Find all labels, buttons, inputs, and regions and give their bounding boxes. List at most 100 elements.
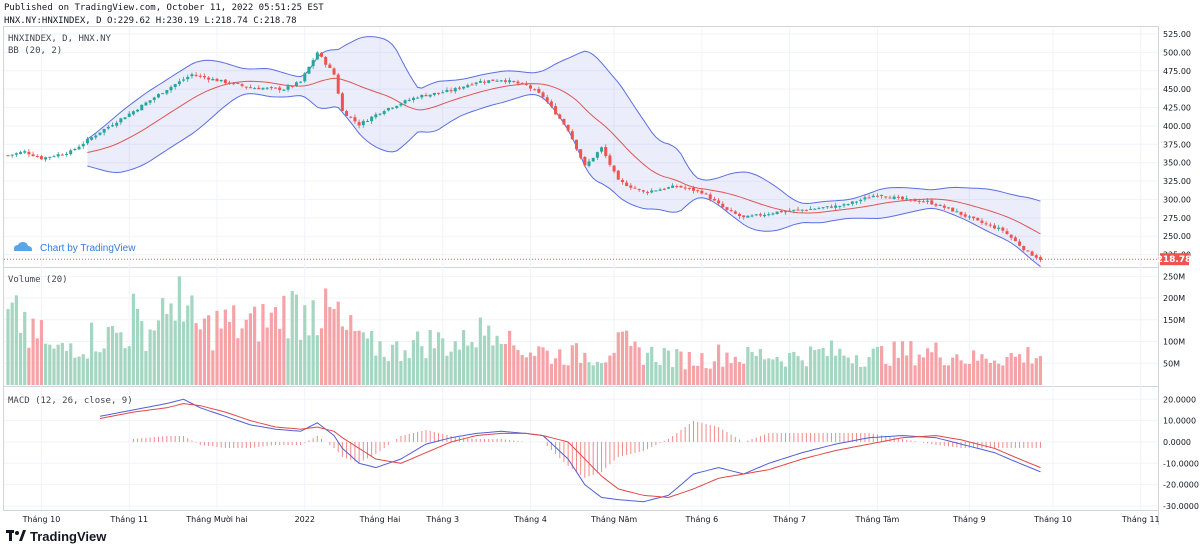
volume-bar <box>127 346 131 385</box>
candle-body <box>274 87 278 89</box>
volume-bar <box>482 335 487 385</box>
volume-bar <box>1017 354 1022 385</box>
candle-body <box>152 97 156 100</box>
candle-body <box>821 207 825 209</box>
candle-body <box>336 74 340 94</box>
volume-bar <box>240 328 244 385</box>
candle-body <box>119 118 123 123</box>
candle-body <box>503 80 507 82</box>
volume-bar <box>658 364 662 385</box>
volume-bar <box>357 330 361 385</box>
candle-body <box>391 107 395 109</box>
candle-body <box>115 122 119 126</box>
volume-bar <box>449 351 453 385</box>
candle-body <box>817 208 821 210</box>
volume-bar <box>762 359 767 385</box>
candle-body <box>679 185 683 188</box>
volume-bar <box>1026 347 1030 385</box>
candle-body <box>604 146 608 157</box>
candle-body <box>779 210 783 213</box>
candle-body <box>165 90 169 94</box>
time-tick-label: Tháng Mười hai <box>185 514 247 524</box>
time-tick-label: Tháng 4 <box>513 515 547 524</box>
volume-bar <box>988 362 992 385</box>
volume-bar <box>595 361 599 385</box>
candle-body <box>834 205 838 208</box>
volume-bar <box>955 354 959 385</box>
volume-bar <box>788 352 792 385</box>
candle-body <box>926 200 930 202</box>
volume-bar <box>842 355 846 385</box>
volume-bar <box>399 361 403 385</box>
time-tick-label: Tháng 6 <box>685 515 719 524</box>
candle-body <box>1009 234 1013 238</box>
macd-tick-label: -20.0000 <box>1163 481 1199 490</box>
volume-bar <box>913 365 917 385</box>
candle-body <box>825 206 829 208</box>
candle-body <box>850 201 854 204</box>
volume-bar <box>549 364 553 385</box>
volume-bar <box>733 356 737 385</box>
time-tick-label: Tháng Năm <box>590 515 637 524</box>
price-tick-label: 425.00 <box>1163 104 1191 113</box>
watermark[interactable]: Chart by TradingView <box>14 242 136 254</box>
candle-body <box>1038 257 1042 260</box>
volume-bar <box>541 347 545 385</box>
volume-bar <box>395 341 399 385</box>
volume-pane: 250M 200M 150M 100M 50M Volume (20) <box>4 272 1185 385</box>
volume-bar <box>90 322 94 385</box>
volume-tick-label: 250M <box>1163 272 1185 281</box>
candle-body <box>19 152 23 154</box>
candle-body <box>1034 255 1038 258</box>
volume-bar <box>599 363 604 385</box>
volume-bar <box>466 345 470 385</box>
volume-bar <box>445 355 449 385</box>
volume-bar <box>294 294 299 385</box>
candle-body <box>666 187 670 189</box>
candle-body <box>90 137 94 140</box>
candle-body <box>579 149 583 158</box>
volume-bar <box>792 351 796 385</box>
volume-bar <box>520 354 524 385</box>
volume-bar <box>420 346 424 385</box>
candle-body <box>984 223 988 225</box>
volume-bar <box>94 351 98 385</box>
tradingview-cloud-icon <box>14 242 32 251</box>
volume-bar <box>775 357 779 385</box>
volume-bar <box>825 356 829 385</box>
volume-bar <box>767 358 771 385</box>
candle-body <box>947 207 950 209</box>
candle-body <box>407 99 411 101</box>
time-tick-label: Tháng 10 <box>1033 515 1072 524</box>
volume-bar <box>583 352 587 385</box>
volume-bar <box>704 368 708 385</box>
candle-body <box>345 110 349 116</box>
volume-bar <box>641 364 645 385</box>
price-tick-label: 375.00 <box>1163 140 1191 149</box>
candle-body <box>39 156 43 160</box>
candle-body <box>437 92 441 94</box>
candle-body <box>378 113 382 115</box>
candle-body <box>658 189 662 191</box>
chart-canvas[interactable]: 525.00 500.00 475.00 450.00 425.00 400.00 375.… <box>0 26 1200 525</box>
volume-bar <box>69 343 73 385</box>
candle-body <box>566 124 570 131</box>
volume-bar <box>131 293 135 385</box>
volume-bar <box>110 326 115 385</box>
volume-bar <box>495 335 499 385</box>
volume-tick-label: 150M <box>1163 316 1185 325</box>
candle-body <box>399 103 403 106</box>
candle-body <box>416 97 420 99</box>
tradingview-logo[interactable]: TradingView <box>6 529 106 544</box>
volume-bar <box>834 355 838 385</box>
ohlc-line: HNX.NY:HNXINDEX, D O:229.62 H:230.19 L:2… <box>4 16 297 26</box>
volume-bar <box>457 349 462 385</box>
candle-body <box>211 78 215 81</box>
candle-body <box>202 76 206 78</box>
volume-bar <box>353 331 357 385</box>
volume-bar <box>537 346 541 385</box>
candle-body <box>804 209 808 211</box>
volume-bar <box>453 341 457 385</box>
macd-tick-label: 20.0000 <box>1163 395 1196 404</box>
volume-bar <box>441 338 445 385</box>
